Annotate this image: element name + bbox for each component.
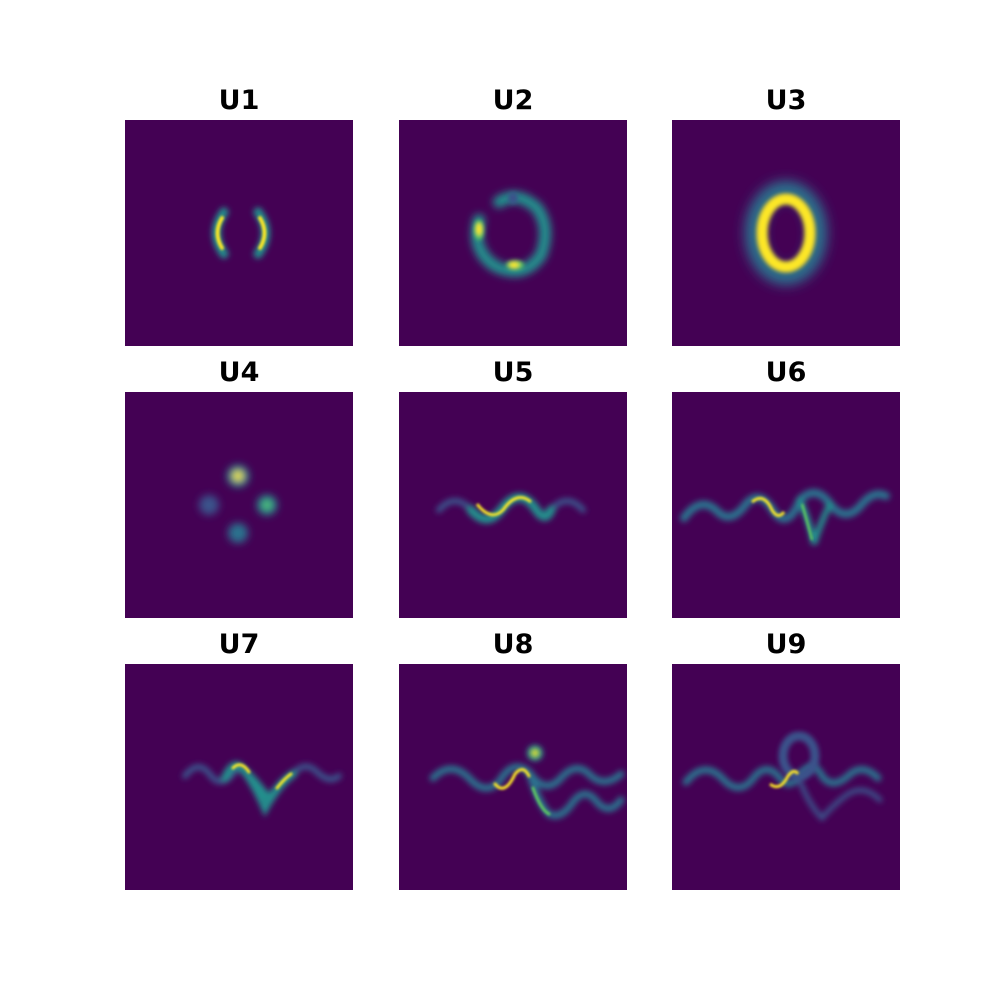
heatmap-u9 [672, 664, 900, 890]
lower-branch [531, 786, 551, 816]
panel-u7: U7 [125, 630, 353, 890]
blob-top [233, 471, 243, 481]
wave-band [231, 763, 251, 774]
wave-band [475, 496, 532, 517]
crescent-right [258, 216, 267, 250]
blob-bottom [228, 523, 248, 543]
panel-u1: U1 [125, 86, 353, 346]
heatmap-background [125, 392, 353, 618]
panel-title-u9: U9 [765, 629, 807, 660]
wave-band [751, 496, 786, 517]
panel-title-u1: U1 [218, 85, 260, 116]
heatmap-background [125, 664, 353, 890]
heatmap-u4 [125, 392, 353, 618]
blob [531, 749, 539, 757]
heatmap-u8 [399, 664, 627, 890]
ring [756, 193, 816, 273]
heatmap-background [125, 120, 353, 346]
heatmap-background [672, 120, 900, 346]
blob-left [199, 495, 219, 515]
crescent-left [215, 216, 224, 250]
panel-title-u8: U8 [492, 629, 534, 660]
panel-title-u5: U5 [492, 357, 534, 388]
wave-band [493, 768, 531, 790]
ring [778, 731, 820, 781]
wave-band [769, 769, 800, 789]
heatmap-u1 [125, 120, 353, 346]
panel-u4: U4 [125, 358, 353, 618]
heatmap-u2 [399, 120, 627, 346]
panel-title-u6: U6 [765, 357, 807, 388]
panel-u6: U6 [672, 358, 900, 618]
heatmap-u6 [672, 392, 900, 618]
panel-u9: U9 [672, 630, 900, 890]
heatmap-background [399, 392, 627, 618]
panel-title-u7: U7 [218, 629, 260, 660]
panel-title-u4: U4 [218, 357, 260, 388]
panel-title-u3: U3 [765, 85, 807, 116]
panel-u8: U8 [399, 630, 627, 890]
v-branch [275, 772, 293, 790]
heatmap-u3 [672, 120, 900, 346]
heatmap-u5 [399, 392, 627, 618]
lower-branch [800, 503, 814, 541]
panel-u5: U5 [399, 358, 627, 618]
panel-u3: U3 [672, 86, 900, 346]
panel-title-u2: U2 [492, 85, 534, 116]
heatmap-u7 [125, 664, 353, 890]
panel-u2: U2 [399, 86, 627, 346]
heatmap-background [399, 120, 627, 346]
